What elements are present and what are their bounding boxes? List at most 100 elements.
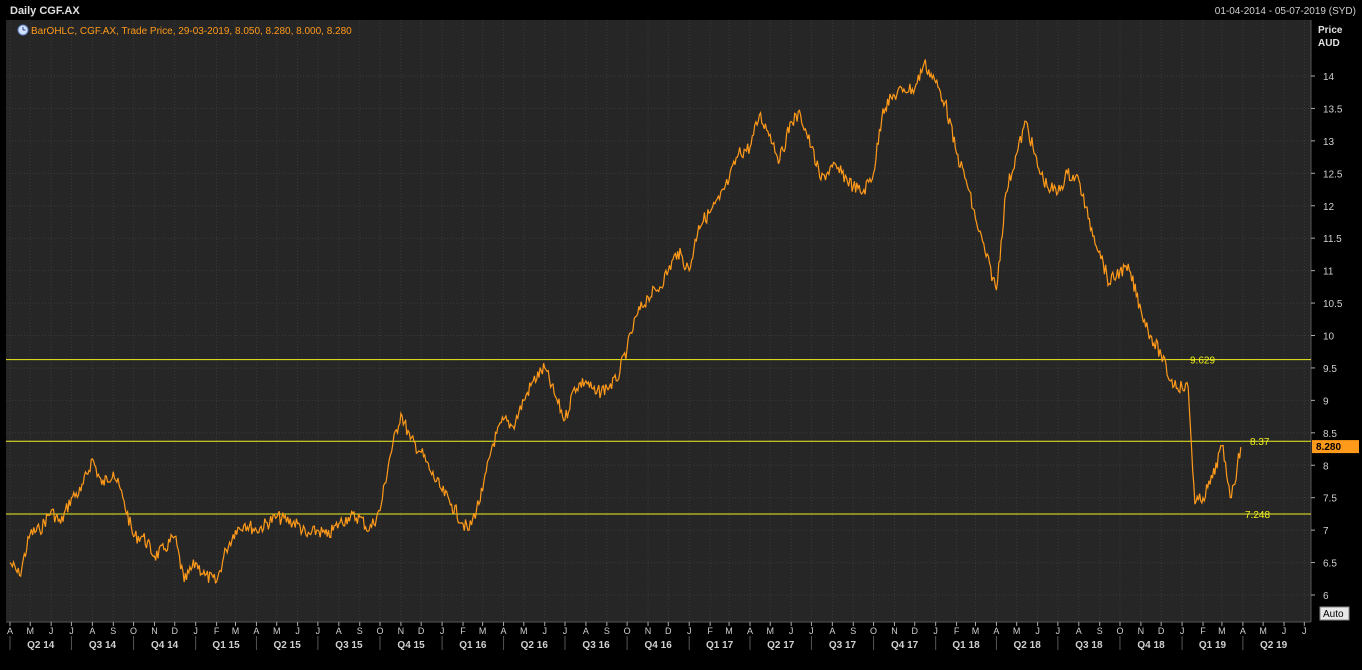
x-month-label: M	[1259, 626, 1267, 636]
x-month-label: F	[1200, 626, 1206, 636]
x-month-label: S	[110, 626, 116, 636]
x-month-label: S	[1097, 626, 1103, 636]
x-month-label: A	[253, 626, 259, 636]
x-quarter-label: Q3 18	[1075, 640, 1103, 651]
x-quarter-label: Q4 15	[397, 640, 425, 651]
x-quarter-label: Q3 17	[829, 640, 857, 651]
x-month-label: O	[870, 626, 877, 636]
y-tick-label: 6	[1323, 591, 1329, 602]
x-quarter-label: Q3 14	[89, 640, 117, 651]
price-series-line	[9, 59, 1242, 584]
y-tick-label: 12	[1323, 202, 1335, 213]
y-tick-label: 7.5	[1323, 494, 1337, 505]
x-quarter-label: Q2 16	[521, 640, 549, 651]
x-month-label: J	[193, 626, 198, 636]
x-month-label: J	[563, 626, 568, 636]
x-month-label: O	[624, 626, 631, 636]
x-month-label: A	[583, 626, 589, 636]
y-tick-label: 13	[1323, 137, 1335, 148]
level-label: 9.629	[1190, 356, 1215, 367]
x-month-label: J	[1056, 626, 1061, 636]
auto-button[interactable]: Auto	[1319, 606, 1350, 621]
x-month-label: J	[789, 626, 794, 636]
plot-area[interactable]	[6, 20, 1311, 622]
vertical-gridlines	[9, 20, 1305, 622]
x-month-label: D	[665, 626, 672, 636]
x-month-label: A	[747, 626, 753, 636]
x-month-label: M	[972, 626, 980, 636]
x-month-label: M	[520, 626, 528, 636]
x-quarter-label: Q2 18	[1014, 640, 1042, 651]
x-month-label: J	[687, 626, 692, 636]
x-month-label: O	[1116, 626, 1123, 636]
y-tick-label: 9	[1323, 396, 1329, 407]
x-month-label: N	[398, 626, 405, 636]
x-quarter-label: Q2 19	[1260, 640, 1288, 651]
x-month-label: O	[130, 626, 137, 636]
last-price-label: 8.280	[1316, 442, 1341, 453]
level-label: 7.248	[1245, 510, 1270, 521]
x-month-label: M	[232, 626, 240, 636]
x-month-label: N	[891, 626, 898, 636]
x-quarter-label: Q4 18	[1137, 640, 1165, 651]
x-month-label: A	[1240, 626, 1246, 636]
y-tick-label: 9.5	[1323, 364, 1337, 375]
x-month-label: M	[479, 626, 487, 636]
horizontal-levels[interactable]: 9.629 8.37 7.248	[6, 356, 1311, 521]
x-month-label: A	[501, 626, 507, 636]
x-month-label: M	[1013, 626, 1021, 636]
x-month-label: N	[645, 626, 652, 636]
x-month-label: J	[1035, 626, 1040, 636]
x-quarter-label: Q1 18	[952, 640, 980, 651]
x-month-label: A	[336, 626, 342, 636]
x-quarter-label: Q1 16	[459, 640, 487, 651]
legend-text: BarOHLC, CGF.AX, Trade Price, 29-03-2019…	[31, 26, 352, 37]
y-axis-ticks: 14 13.5 13 12.5 12 11.5 11 10.5 10 9.5 9 8.5 8 7.5 7 6.…	[1311, 72, 1343, 602]
x-quarter-label: Q1 17	[706, 640, 734, 651]
x-quarter-label: Q1 15	[212, 640, 240, 651]
x-month-label: M	[766, 626, 774, 636]
x-quarter-label: Q4 14	[151, 640, 179, 651]
x-quarter-label: Q4 16	[645, 640, 673, 651]
x-month-label: A	[993, 626, 999, 636]
y-tick-label: 11.5	[1323, 234, 1342, 245]
x-month-label: J	[809, 626, 814, 636]
x-month-label: N	[1138, 626, 1145, 636]
x-quarter-label: Q1 19	[1199, 640, 1227, 651]
y-axis-title-price: Price	[1318, 25, 1343, 36]
y-tick-label: 14	[1323, 72, 1335, 83]
x-quarter-label: Q3 16	[582, 640, 610, 651]
x-quarter-label: Q3 15	[335, 640, 363, 651]
y-tick-label: 13.5	[1323, 104, 1343, 115]
x-month-label: J	[1282, 626, 1287, 636]
x-quarter-label: Q2 15	[274, 640, 302, 651]
auto-button-box[interactable]	[1319, 606, 1350, 621]
last-price-marker[interactable]: 8.280	[1312, 440, 1359, 454]
x-month-label: D	[1158, 626, 1165, 636]
x-month-label: F	[954, 626, 960, 636]
x-month-label: F	[214, 626, 220, 636]
x-quarter-label: Q4 17	[891, 640, 919, 651]
legend[interactable]: BarOHLC, CGF.AX, Trade Price, 29-03-2019…	[17, 24, 352, 37]
x-month-label: A	[1076, 626, 1082, 636]
x-month-label: A	[89, 626, 95, 636]
y-tick-label: 6.5	[1323, 559, 1337, 570]
auto-button-label[interactable]: Auto	[1323, 609, 1344, 620]
y-tick-label: 12.5	[1323, 169, 1343, 180]
x-month-label: O	[376, 626, 383, 636]
x-month-label: J	[69, 626, 74, 636]
x-month-label: S	[850, 626, 856, 636]
x-month-label: F	[460, 626, 466, 636]
x-month-label: A	[7, 626, 13, 636]
x-month-label: M	[27, 626, 35, 636]
x-month-label: M	[273, 626, 281, 636]
x-month-label: S	[357, 626, 363, 636]
x-month-label: F	[707, 626, 713, 636]
y-tick-label: 8.5	[1323, 429, 1337, 440]
y-tick-label: 7	[1323, 526, 1329, 537]
x-month-label: J	[1302, 626, 1307, 636]
y-tick-label: 10.5	[1323, 299, 1343, 310]
